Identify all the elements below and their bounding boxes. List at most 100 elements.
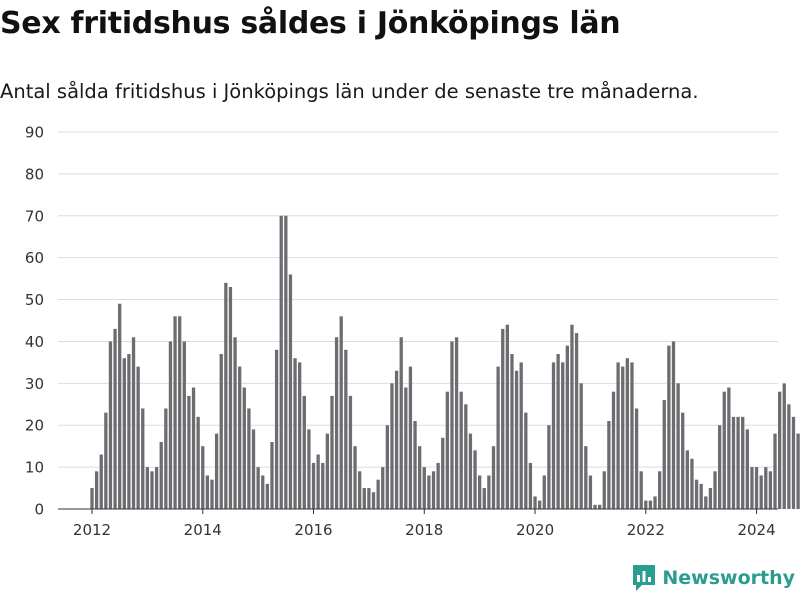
bar (131, 337, 136, 509)
x-tick-label: 2020 (516, 521, 554, 539)
y-tick-label: 90 (25, 124, 44, 142)
bar (445, 391, 450, 509)
bar (514, 370, 519, 509)
bar (224, 282, 228, 509)
bar (482, 488, 486, 509)
bar (145, 467, 150, 509)
bar (473, 450, 477, 509)
bar (316, 454, 320, 509)
bar (238, 366, 242, 509)
bar (279, 215, 283, 509)
bar (358, 471, 362, 509)
bar (796, 433, 800, 509)
bar (616, 362, 620, 509)
bar (219, 354, 223, 509)
bar (736, 416, 740, 509)
bar (644, 500, 648, 509)
bar (501, 328, 505, 509)
bar (214, 433, 219, 509)
bar (228, 286, 233, 509)
bar (201, 446, 205, 509)
bar (348, 395, 353, 509)
bar (727, 387, 731, 509)
bar (399, 337, 403, 509)
bar (141, 408, 145, 509)
bar (431, 471, 436, 509)
bar (367, 488, 371, 509)
bar (418, 446, 422, 509)
bar (168, 341, 173, 509)
bar (754, 467, 759, 509)
bar (325, 433, 330, 509)
y-tick-label: 80 (25, 165, 44, 183)
bar (745, 429, 749, 509)
bar (731, 416, 736, 509)
bar (164, 408, 168, 509)
bar (487, 475, 491, 509)
bar (491, 446, 496, 509)
bar (233, 337, 237, 509)
bar (173, 316, 177, 509)
y-tick-label: 40 (25, 333, 44, 351)
bar (561, 362, 565, 509)
bar (667, 345, 671, 509)
bar (634, 408, 639, 509)
y-tick-label: 10 (25, 459, 44, 477)
bar (750, 467, 754, 509)
bar (256, 467, 260, 509)
x-tick-label: 2024 (737, 521, 775, 539)
bar (154, 467, 159, 509)
bar (648, 500, 653, 509)
y-tick-label: 0 (34, 501, 44, 519)
bar (690, 458, 694, 509)
y-tick-label: 50 (25, 291, 44, 309)
bar (404, 387, 408, 509)
bar (284, 215, 288, 509)
bar (741, 416, 745, 509)
bar (390, 383, 394, 509)
bar (713, 471, 717, 509)
bar (159, 441, 163, 509)
bar (385, 425, 390, 509)
bar (768, 471, 773, 509)
bar (538, 500, 542, 509)
bar (464, 404, 468, 509)
bar (722, 391, 726, 509)
bar (454, 337, 459, 509)
bar (205, 475, 210, 509)
y-tick-label: 70 (25, 207, 44, 225)
x-tick-label: 2016 (294, 521, 332, 539)
bar (408, 366, 413, 509)
bar (777, 391, 782, 509)
bar (381, 467, 385, 509)
bar (588, 475, 593, 509)
bar (574, 333, 579, 509)
bar (704, 496, 708, 509)
bar (625, 358, 629, 509)
bar (611, 391, 616, 509)
x-tick-label: 2022 (627, 521, 665, 539)
bar (621, 366, 625, 509)
y-tick-label: 20 (25, 417, 44, 435)
bar (764, 467, 768, 509)
bar (671, 341, 676, 509)
bar (598, 504, 602, 509)
bar (94, 471, 99, 509)
brand: Newsworthy (632, 564, 795, 592)
bar (657, 471, 662, 509)
bar (565, 345, 569, 509)
bar (782, 383, 786, 509)
bar (441, 437, 445, 509)
bar (593, 504, 597, 509)
bar (108, 341, 113, 509)
bar (247, 408, 251, 509)
y-tick-label: 30 (25, 375, 44, 393)
bar (427, 475, 431, 509)
bar (362, 488, 366, 509)
bar (288, 274, 293, 509)
bar (150, 471, 154, 509)
bar (607, 421, 611, 509)
bar (104, 412, 108, 509)
bar (334, 337, 339, 509)
bar (118, 303, 122, 509)
